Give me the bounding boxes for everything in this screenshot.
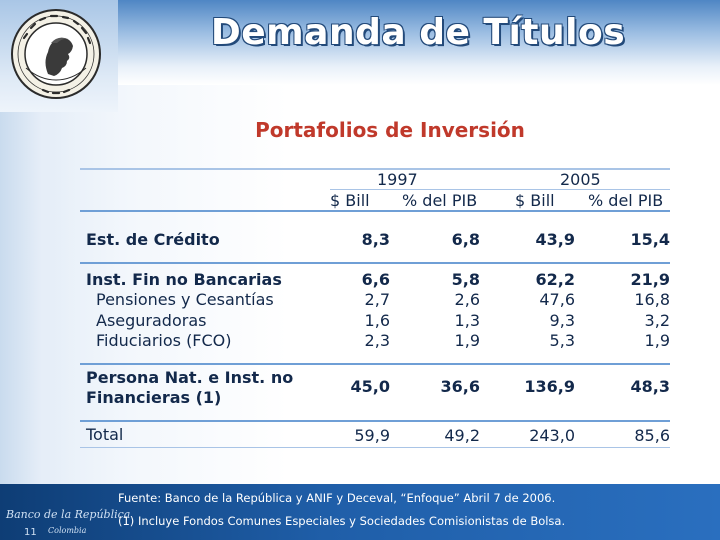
table-cell: 136,9 [524, 377, 575, 396]
table-cell: 45,0 [350, 377, 390, 396]
table-cell: 1,6 [364, 311, 390, 330]
table-top-rule [80, 168, 670, 170]
table-cell: 47,6 [539, 290, 575, 309]
row-label-est-credito: Est. de Crédito [86, 230, 220, 249]
table-cell: 6,6 [361, 270, 390, 289]
table-cell: 1,3 [454, 311, 480, 330]
table-cell: 43,9 [535, 230, 575, 249]
header-rule [80, 210, 670, 212]
table-cell: 36,6 [440, 377, 480, 396]
page-number: 11 [24, 527, 37, 538]
left-decor-band [0, 112, 70, 484]
row-label-fiduciarios: Fiduciarios (FCO) [96, 331, 232, 350]
table-cell: 1,9 [454, 331, 480, 350]
row-label-persona-nat-line2: Financieras (1) [86, 388, 222, 407]
col-header-pib-2005: % del PIB [588, 191, 664, 210]
portfolio-table: 1997 2005 $ Bill % del PIB $ Bill % del … [80, 168, 680, 450]
table-cell: 85,6 [634, 426, 670, 445]
col-header-bill-1997: $ Bill [330, 191, 370, 210]
footer-brand: Banco de la República [6, 508, 131, 521]
table-cell: 1,9 [644, 331, 670, 350]
table-cell: 5,8 [451, 270, 480, 289]
footer-brand-sub: Colombia [48, 526, 87, 535]
year-header-2005: 2005 [560, 170, 601, 189]
col-header-pib-1997: % del PIB [402, 191, 478, 210]
footnote: (1) Incluye Fondos Comunes Especiales y … [118, 514, 566, 528]
table-cell: 59,9 [354, 426, 390, 445]
row-label-pensiones: Pensiones y Cesantías [96, 290, 274, 309]
subtitle: Portafolios de Inversión [255, 118, 525, 142]
table-cell: 2,7 [364, 290, 390, 309]
table-cell: 48,3 [630, 377, 670, 396]
table-cell: 15,4 [630, 230, 670, 249]
table-cell: 3,2 [644, 311, 670, 330]
table-cell: 2,6 [454, 290, 480, 309]
table-cell: 243,0 [529, 426, 575, 445]
table-cell: 49,2 [444, 426, 480, 445]
year-rule [330, 189, 670, 190]
year-header-1997: 1997 [377, 170, 418, 189]
table-cell: 9,3 [549, 311, 575, 330]
row-rule [80, 262, 670, 264]
row-label-persona-nat: Persona Nat. e Inst. no [86, 368, 294, 387]
source-note: Fuente: Banco de la República y ANIF y D… [118, 491, 556, 505]
row-label-aseguradoras: Aseguradoras [96, 311, 207, 330]
table-cell: 2,3 [364, 331, 390, 350]
header-band [0, 0, 720, 85]
slide-title: Demanda de Títulos [210, 12, 626, 53]
table-cell: 21,9 [630, 270, 670, 289]
table-bottom-rule [80, 447, 670, 448]
table-cell: 16,8 [634, 290, 670, 309]
row-label-inst-fin: Inst. Fin no Bancarias [86, 270, 282, 289]
table-cell: 8,3 [361, 230, 390, 249]
banco-republica-seal-icon [11, 9, 101, 99]
col-header-bill-2005: $ Bill [515, 191, 555, 210]
table-cell: 6,8 [451, 230, 480, 249]
row-label-total: Total [86, 425, 124, 444]
row-rule [80, 363, 670, 365]
footer-band [0, 484, 720, 540]
row-rule [80, 420, 670, 422]
table-cell: 62,2 [535, 270, 575, 289]
table-cell: 5,3 [549, 331, 575, 350]
